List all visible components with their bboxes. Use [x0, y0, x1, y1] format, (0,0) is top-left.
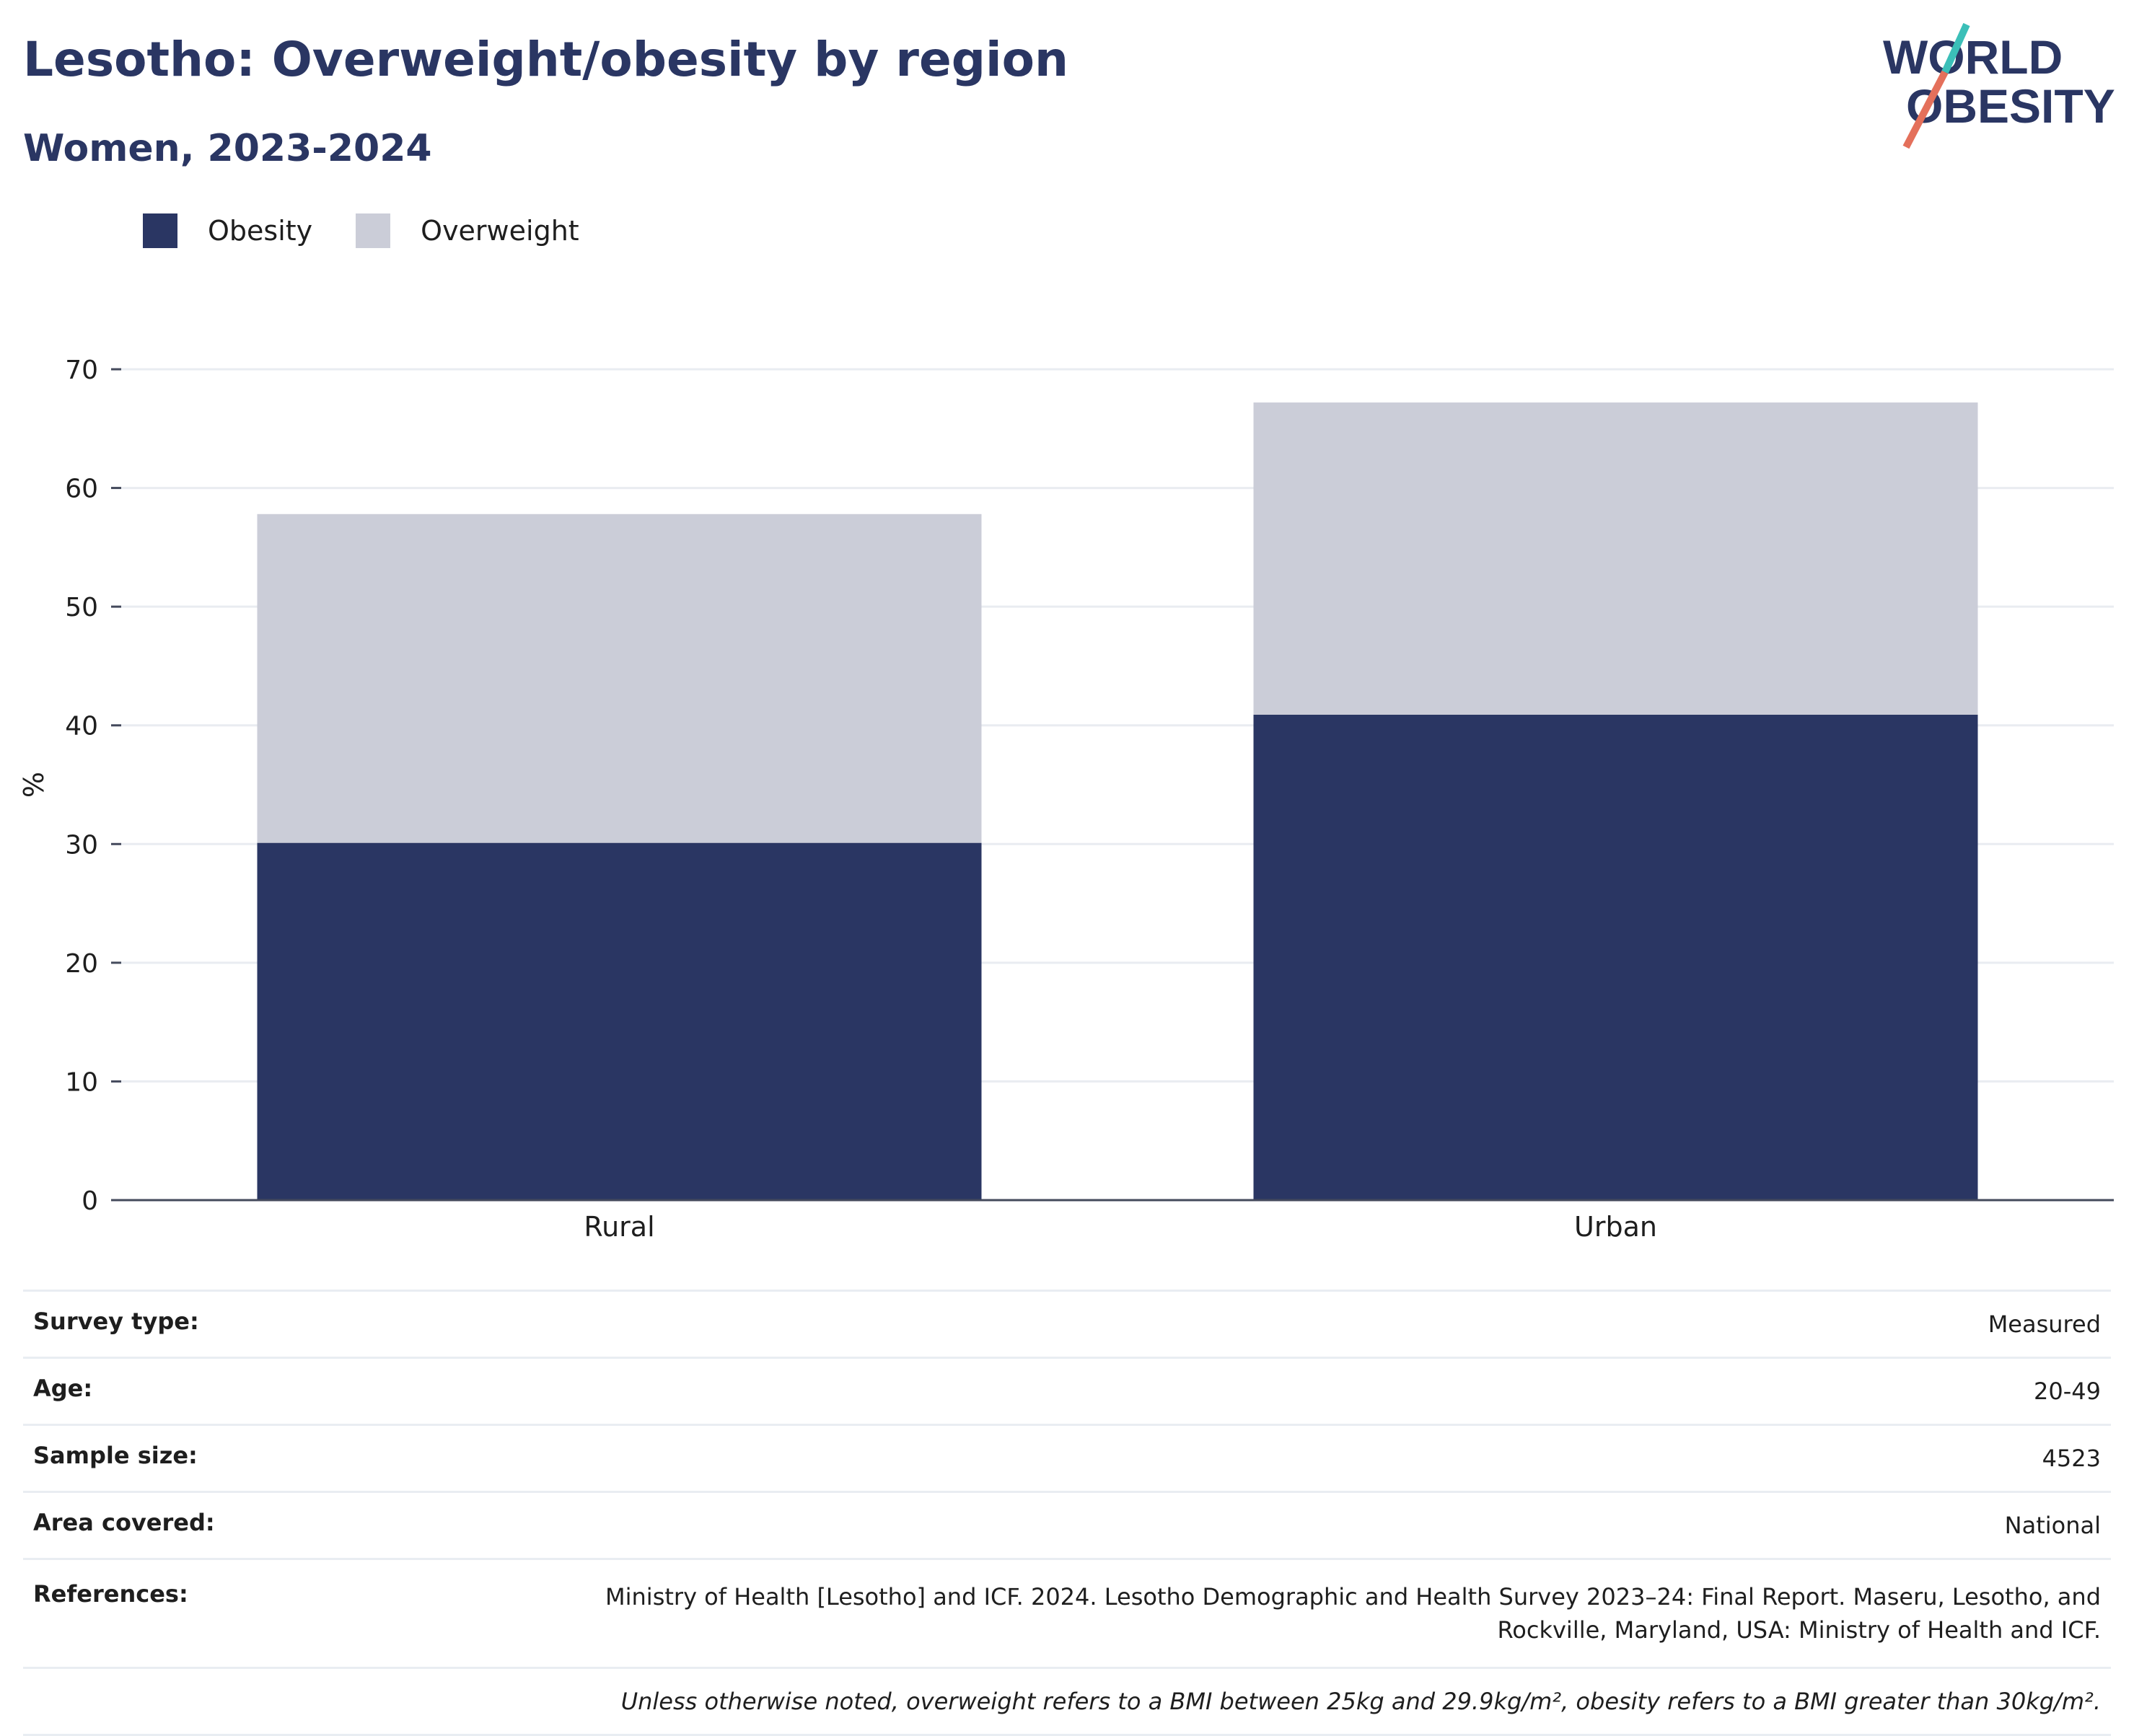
info-row-survey-type: Survey type: Measured: [23, 1290, 2111, 1357]
y-axis-ticks: 0 10 20 30 40 50 60 70: [65, 356, 121, 1216]
info-row-references: References: Ministry of Health [Lesotho]…: [23, 1558, 2111, 1667]
info-row-age: Age: 20-49: [23, 1357, 2111, 1424]
info-value: 20-49: [2034, 1378, 2101, 1405]
bar-obesity-urban[interactable]: [1253, 714, 1978, 1200]
legend-swatch-overweight: [356, 213, 391, 248]
y-tick-label: 40: [65, 712, 98, 741]
bars: [257, 402, 1978, 1200]
chart-title: Lesotho: Overweight/obesity by region: [23, 32, 1068, 87]
logo-line2: OBESITY: [1906, 79, 2115, 133]
chart-subtitle: Women, 2023-2024: [23, 127, 432, 170]
x-axis-ticks: Rural Urban: [584, 1211, 1657, 1243]
y-axis-label: %: [18, 772, 50, 798]
info-value: Measured: [1988, 1310, 2101, 1338]
legend-label-obesity: Obesity: [208, 215, 313, 247]
logo-slash-teal: [1941, 22, 1970, 74]
bar-chart: 0 10 20 30 40 50 60 70 Rural Urban %: [18, 356, 2114, 1243]
x-tick-label: Rural: [584, 1211, 654, 1243]
legend-item-overweight[interactable]: Overweight: [356, 213, 579, 248]
y-tick-label: 10: [65, 1067, 98, 1097]
bar-obesity-rural[interactable]: [257, 842, 982, 1200]
y-tick-label: 50: [65, 593, 98, 622]
logo-slash-coral: [1902, 70, 1949, 149]
y-tick-label: 30: [65, 830, 98, 860]
y-tick-label: 60: [65, 475, 98, 504]
info-value: National: [2004, 1512, 2101, 1539]
y-tick-label: 70: [65, 356, 98, 385]
y-tick-label: 20: [65, 949, 98, 979]
logo-line1: WORLD: [1883, 30, 2063, 84]
info-value-references: Ministry of Health [Lesotho] and ICF. 20…: [605, 1583, 2101, 1644]
bar-overweight-urban[interactable]: [1253, 402, 1978, 715]
bmi-definition-note: Unless otherwise noted, overweight refer…: [23, 1667, 2111, 1736]
info-value: 4523: [2042, 1445, 2101, 1472]
survey-info-table: Survey type: Measured Age: 20-49 Sample …: [23, 1290, 2111, 1736]
legend: Obesity Overweight: [143, 213, 623, 248]
bar-overweight-rural[interactable]: [257, 514, 982, 843]
info-key: References:: [33, 1580, 188, 1608]
x-tick-label: Urban: [1574, 1211, 1657, 1243]
legend-item-obesity[interactable]: Obesity: [143, 213, 312, 248]
legend-label-overweight: Overweight: [421, 215, 579, 247]
legend-swatch-obesity: [143, 213, 177, 248]
info-key: Sample size:: [33, 1442, 198, 1469]
info-key: Survey type:: [33, 1308, 199, 1335]
world-obesity-logo: WORLD OBESITY: [1883, 22, 2115, 149]
info-key: Area covered:: [33, 1509, 215, 1536]
info-row-sample-size: Sample size: 4523: [23, 1424, 2111, 1491]
info-key: Age:: [33, 1375, 93, 1402]
y-tick-label: 0: [82, 1186, 98, 1216]
info-row-area-covered: Area covered: National: [23, 1491, 2111, 1558]
